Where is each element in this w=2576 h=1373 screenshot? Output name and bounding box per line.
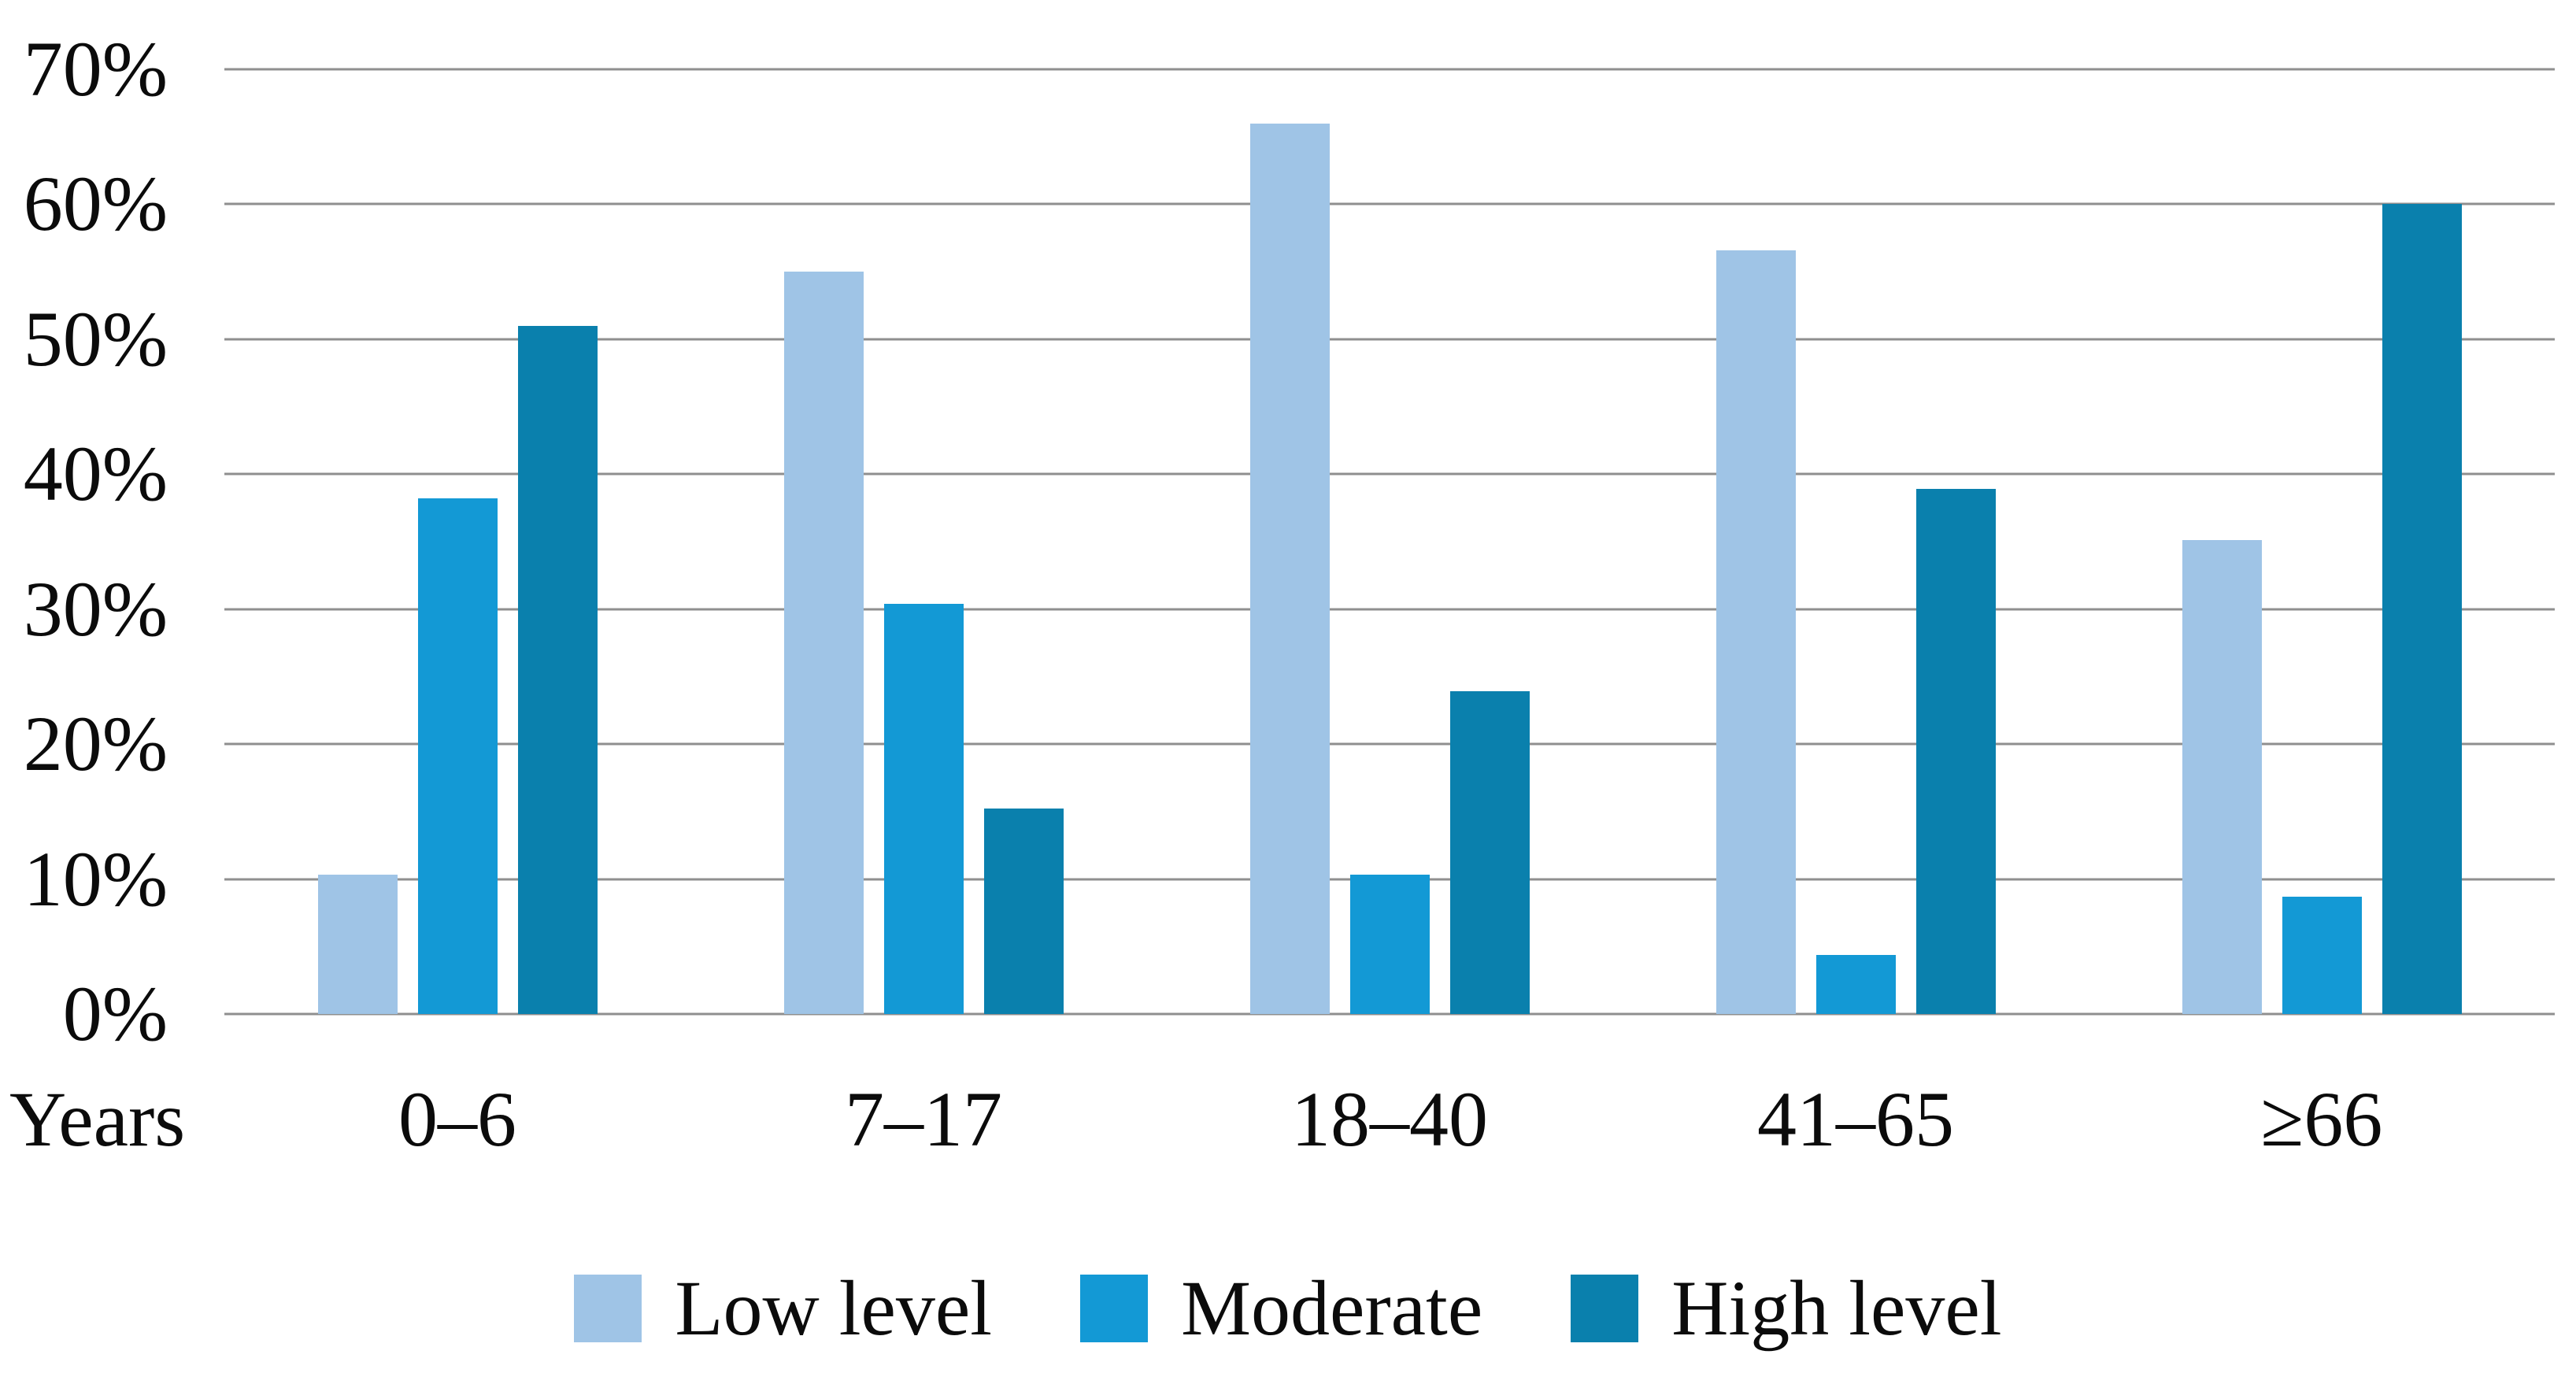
y-tick-label: 70% [23, 25, 168, 113]
bar-group-66 [2089, 69, 2555, 1014]
x-tick-label: 41–65 [1757, 1075, 1954, 1163]
bar-high-level-18-40 [1449, 691, 1530, 1014]
x-tick-label: ≥66 [2260, 1075, 2383, 1163]
bar-high-level-7-17 [983, 809, 1064, 1014]
bar-moderate-66 [2282, 896, 2362, 1014]
bar-low-level-41-65 [1715, 250, 1796, 1014]
y-tick-label: 10% [23, 835, 168, 923]
bar-low-level-18-40 [1249, 123, 1330, 1014]
legend-swatch-low-level [574, 1275, 642, 1342]
y-tick-label: 60% [23, 160, 168, 248]
y-axis: 0% 10% 20% 30% 40% 50% 60% 70% [0, 30, 224, 1053]
y-tick-label: 20% [23, 700, 168, 788]
bar-group-41-65 [1623, 69, 2089, 1014]
x-tick-label: 18–40 [1291, 1075, 1488, 1163]
bar-high-level-0-6 [517, 325, 598, 1014]
bar-group-0-6 [224, 69, 690, 1014]
bar-moderate-41-65 [1815, 954, 1896, 1014]
plot-area [224, 68, 2555, 1016]
legend-swatch-moderate [1080, 1275, 1149, 1342]
bar-high-level-41-65 [1915, 489, 1996, 1014]
bar-group-18-40 [1157, 69, 1623, 1014]
gridline [224, 338, 2555, 341]
gridline [224, 472, 2555, 476]
bar-moderate-18-40 [1349, 875, 1430, 1014]
legend-item-moderate: Moderate [1080, 1269, 1482, 1348]
gridline [224, 1012, 2555, 1016]
y-tick-label: 50% [23, 294, 168, 383]
legend-item-high-level: High level [1571, 1264, 2002, 1352]
bar-low-level-66 [2182, 540, 2262, 1014]
legend-swatch-high-level [1571, 1275, 1639, 1342]
bar-high-level-66 [2382, 204, 2462, 1014]
gridline [224, 68, 2555, 71]
x-tick-label: 7–17 [845, 1075, 1002, 1163]
gridline [224, 742, 2555, 746]
y-tick-label: 30% [23, 564, 168, 653]
y-tick-label: 40% [23, 430, 168, 518]
x-axis: 0–6 7–17 18–40 41–65 ≥66 [224, 1080, 2555, 1159]
legend-item-low-level: Low level [574, 1269, 992, 1348]
x-tick-label: 0–6 [398, 1075, 516, 1163]
bar-moderate-0-6 [417, 498, 498, 1014]
gridline [224, 202, 2555, 205]
y-tick-label: 0% [62, 970, 168, 1057]
bars-layer [224, 69, 2555, 1014]
x-axis-title: Years [9, 1075, 186, 1163]
gridline [224, 608, 2555, 611]
bar-moderate-7-17 [883, 603, 964, 1014]
bar-low-level-0-6 [317, 875, 398, 1014]
bar-low-level-7-17 [783, 272, 864, 1014]
legend-label: Low level [675, 1264, 993, 1352]
bar-group-7-17 [690, 69, 1157, 1014]
legend-label: Moderate [1181, 1264, 1483, 1352]
legend-label: High level [1671, 1264, 2002, 1352]
legend: Low level Moderate High level [0, 1269, 2576, 1348]
